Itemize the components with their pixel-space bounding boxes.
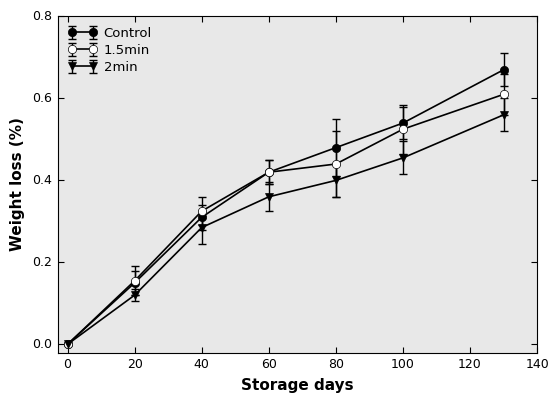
X-axis label: Storage days: Storage days	[241, 378, 354, 393]
Legend: Control, 1.5min, 2min: Control, 1.5min, 2min	[64, 23, 156, 78]
Y-axis label: Weight loss (%): Weight loss (%)	[10, 118, 25, 251]
